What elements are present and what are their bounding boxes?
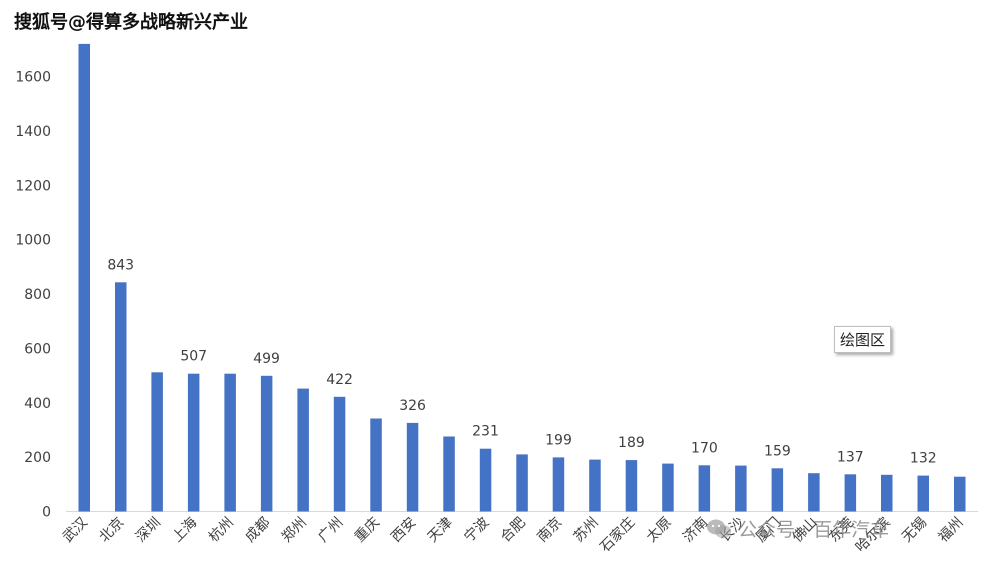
bar-21 [808,473,820,512]
data-labels: 843 507 499 422 326 231 199 189 170 159 137 132 [107,257,936,466]
data-label: 326 [399,398,426,414]
x-tick-label: 西安 [388,515,419,546]
x-tick-label: 合肥 [498,515,529,546]
bar-5 [224,373,236,512]
wechat-icon [707,519,731,538]
bar-13 [516,454,528,512]
bar-10 [406,422,419,512]
bar-15 [589,459,601,512]
data-label: 132 [910,451,937,467]
data-label: 137 [837,449,864,465]
bar-6 [260,375,273,512]
bar-12 [479,448,492,512]
data-label: 499 [253,351,280,367]
y-tick-label: 1400 [15,124,51,140]
x-tick-label: 广州 [315,515,346,546]
x-tick-label: 上海 [169,515,200,546]
x-tick-label: 成都 [242,515,273,546]
bar-11 [443,436,455,512]
bar-17 [662,463,674,512]
x-tick-label: 太原 [644,515,675,546]
y-tick-label: 1200 [15,178,51,194]
bar-25 [954,476,966,512]
data-label: 422 [326,372,353,388]
bar-22 [844,474,857,512]
bar-24 [917,475,929,512]
bar-4 [187,373,200,512]
x-tick-label: 福州 [936,515,967,546]
data-label: 507 [180,349,207,365]
data-label: 231 [472,424,499,440]
bar-9 [370,418,382,512]
watermark-title: 搜狐号@得算多战略新兴产业 [14,12,248,33]
bar-14 [552,457,565,512]
bar-2 [115,282,127,512]
bar-23 [881,474,893,512]
x-tick-label: 石家庄 [597,514,639,556]
y-axis: 0 200 400 600 800 1000 1200 1400 1600 [15,70,51,521]
bar-8 [333,396,346,512]
x-tick-label: 天津 [425,515,456,546]
x-tick-label: 重庆 [352,515,383,546]
bar-7 [297,388,309,512]
data-label: 199 [545,432,572,448]
bar-3 [151,372,163,512]
x-tick-label: 杭州 [206,515,237,546]
x-tick-label: 宁波 [461,514,493,546]
watermark-bottom: 公众号 · 百年汽车 [706,515,889,542]
plot-area-tooltip: 绘图区 [834,326,892,353]
bar-1 [78,43,90,512]
x-tick-label: 苏州 [571,515,602,546]
x-tick-label: 南京 [534,515,565,546]
x-tick-label: 北京 [96,515,127,546]
bar-16 [625,460,638,512]
data-label: 843 [107,257,134,273]
y-tick-label: 600 [24,341,51,357]
y-tick-label: 800 [24,287,51,303]
y-tick-label: 1000 [15,233,51,249]
x-tick-label: 郑州 [279,515,310,546]
x-tick-label: 武汉 [60,515,91,546]
bars [78,43,966,512]
bar-20 [771,468,784,512]
y-tick-label: 0 [42,505,51,521]
data-label: 159 [764,443,791,459]
bar-19 [735,465,747,512]
data-label: 170 [691,440,718,456]
y-tick-label: 200 [24,450,51,466]
x-tick-label: 深圳 [133,515,164,546]
data-label: 189 [618,435,645,451]
watermark-bottom-text: 公众号 · 百年汽车 [738,519,890,541]
x-tick-label: 无锡 [899,515,930,546]
y-tick-label: 400 [24,396,51,412]
bar-18 [698,465,711,512]
y-tick-label: 1600 [15,70,51,86]
